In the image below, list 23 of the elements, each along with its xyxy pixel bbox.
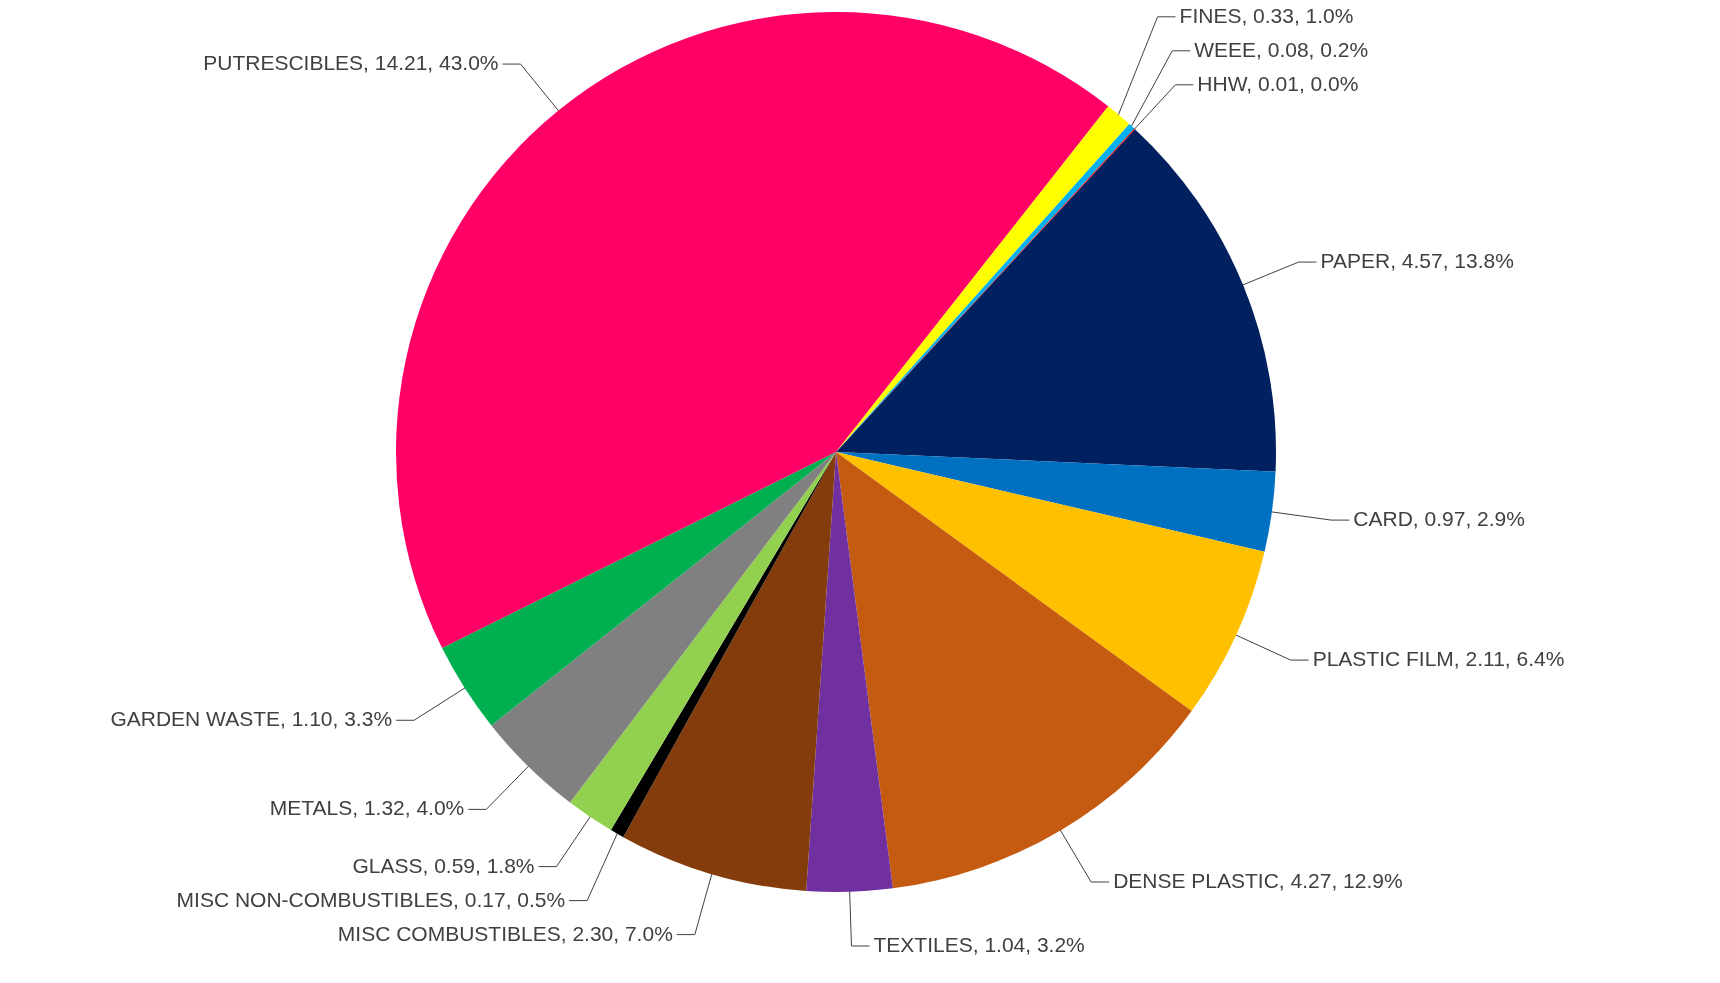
pie-slice: [610, 452, 836, 838]
slice-label: PLASTIC FILM, 2.11, 6.4%: [1312, 647, 1565, 671]
slice-label: PUTRESCIBLES, 14.21, 43.0%: [203, 51, 499, 75]
pie-slice: [570, 452, 836, 831]
pie-slice: [491, 452, 836, 803]
pie-slice: [836, 129, 1276, 472]
slice-label: WEEE, 0.08, 0.2%: [1194, 37, 1369, 61]
slice-label: PAPER, 4.57, 13.8%: [1320, 249, 1514, 273]
slice-label: MISC NON-COMBUSTIBLES, 0.17, 0.5%: [176, 887, 566, 911]
pie-slice: [836, 452, 1265, 712]
slice-label: DENSE PLASTIC, 4.27, 12.9%: [1113, 869, 1403, 893]
pie-slice: [836, 452, 1276, 552]
pie-slice: [623, 452, 836, 891]
slice-label: METALS, 1.32, 4.0%: [269, 796, 465, 820]
slice-label: CARD, 0.97, 2.9%: [1353, 507, 1525, 531]
pie-slice: [836, 452, 1192, 889]
slice-label: GLASS, 0.59, 1.8%: [352, 853, 535, 877]
slice-label: MISC COMBUSTIBLES, 2.30, 7.0%: [337, 921, 673, 945]
slice-label: GARDEN WASTE, 1.10, 3.3%: [110, 707, 393, 731]
pie-slice: [442, 452, 836, 726]
slice-label: TEXTILES, 1.04, 3.2%: [873, 933, 1085, 956]
slice-label: FINES, 0.33, 1.0%: [1179, 3, 1354, 27]
slice-label: HHW, 0.01, 0.0%: [1197, 71, 1359, 95]
